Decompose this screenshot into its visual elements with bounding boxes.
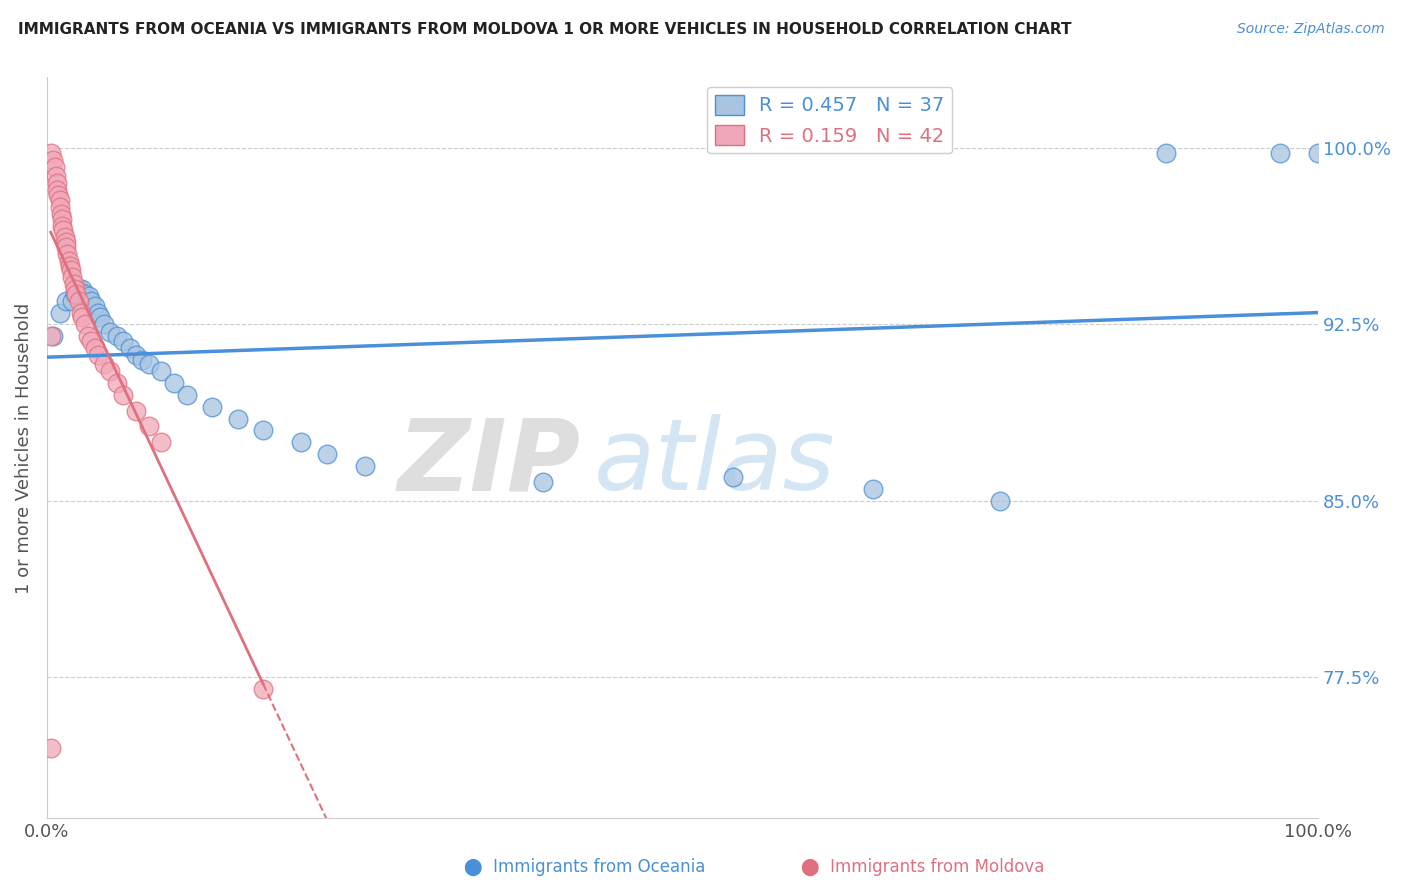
Point <box>226 411 249 425</box>
Point <box>125 404 148 418</box>
Point <box>150 364 173 378</box>
Point <box>62 277 84 292</box>
Point <box>46 183 69 197</box>
Point <box>73 286 96 301</box>
Legend: R = 0.457   N = 37, R = 0.159   N = 42: R = 0.457 N = 37, R = 0.159 N = 42 <box>707 87 952 153</box>
Point <box>988 494 1011 508</box>
Text: atlas: atlas <box>593 414 835 511</box>
Point <box>39 329 62 343</box>
Point <box>56 247 79 261</box>
Point <box>112 334 135 348</box>
Point <box>1308 145 1330 160</box>
Text: Source: ZipAtlas.com: Source: ZipAtlas.com <box>1237 22 1385 37</box>
Point <box>84 299 107 313</box>
Point <box>42 329 65 343</box>
Point <box>176 388 198 402</box>
Point <box>100 364 122 378</box>
Point <box>45 169 67 184</box>
Point <box>67 282 90 296</box>
Point <box>531 475 554 489</box>
Point <box>42 153 65 167</box>
Point <box>77 289 100 303</box>
Point <box>1154 145 1177 160</box>
Point <box>87 348 110 362</box>
Point <box>58 254 80 268</box>
Point <box>138 358 160 372</box>
Point <box>112 388 135 402</box>
Point <box>39 145 62 160</box>
Point <box>53 230 76 244</box>
Point <box>48 306 70 320</box>
Point <box>87 306 110 320</box>
Point <box>51 219 73 233</box>
Point <box>252 423 274 437</box>
Point <box>52 223 75 237</box>
Point <box>138 418 160 433</box>
Point <box>100 325 122 339</box>
Point <box>63 282 86 296</box>
Point <box>67 293 90 308</box>
Point <box>80 293 103 308</box>
Point <box>93 318 115 332</box>
Point <box>131 352 153 367</box>
Point <box>39 740 62 755</box>
Point <box>65 286 87 301</box>
Point <box>723 470 745 484</box>
Point <box>73 318 96 332</box>
Text: ZIP: ZIP <box>398 414 581 511</box>
Point <box>46 176 69 190</box>
Point <box>252 682 274 697</box>
Point <box>59 259 82 273</box>
Text: ⬤  Immigrants from Oceania: ⬤ Immigrants from Oceania <box>464 858 706 876</box>
Text: ⬤  Immigrants from Moldova: ⬤ Immigrants from Moldova <box>801 858 1045 876</box>
Point <box>49 207 72 221</box>
Point <box>60 293 83 308</box>
Point <box>76 329 98 343</box>
Point <box>353 458 375 473</box>
Point <box>89 310 111 325</box>
Point <box>63 286 86 301</box>
Point <box>84 341 107 355</box>
Point <box>55 235 77 249</box>
Point <box>1268 145 1291 160</box>
Point <box>80 334 103 348</box>
Point <box>105 376 128 391</box>
Point <box>48 200 70 214</box>
Point <box>46 188 69 202</box>
Point <box>315 447 337 461</box>
Point <box>118 341 141 355</box>
Point <box>290 435 312 450</box>
Point <box>55 293 77 308</box>
Point <box>163 376 186 391</box>
Point <box>862 482 884 496</box>
Point <box>60 263 83 277</box>
Point <box>72 310 94 325</box>
Point <box>51 211 73 226</box>
Point <box>70 306 93 320</box>
Point <box>105 329 128 343</box>
Point <box>55 240 77 254</box>
Point <box>48 193 70 207</box>
Point <box>125 348 148 362</box>
Y-axis label: 1 or more Vehicles in Household: 1 or more Vehicles in Household <box>15 302 32 593</box>
Point <box>93 358 115 372</box>
Text: IMMIGRANTS FROM OCEANIA VS IMMIGRANTS FROM MOLDOVA 1 OR MORE VEHICLES IN HOUSEHO: IMMIGRANTS FROM OCEANIA VS IMMIGRANTS FR… <box>18 22 1071 37</box>
Point <box>72 282 94 296</box>
Point <box>150 435 173 450</box>
Point <box>44 160 66 174</box>
Point <box>201 400 224 414</box>
Point <box>60 270 83 285</box>
